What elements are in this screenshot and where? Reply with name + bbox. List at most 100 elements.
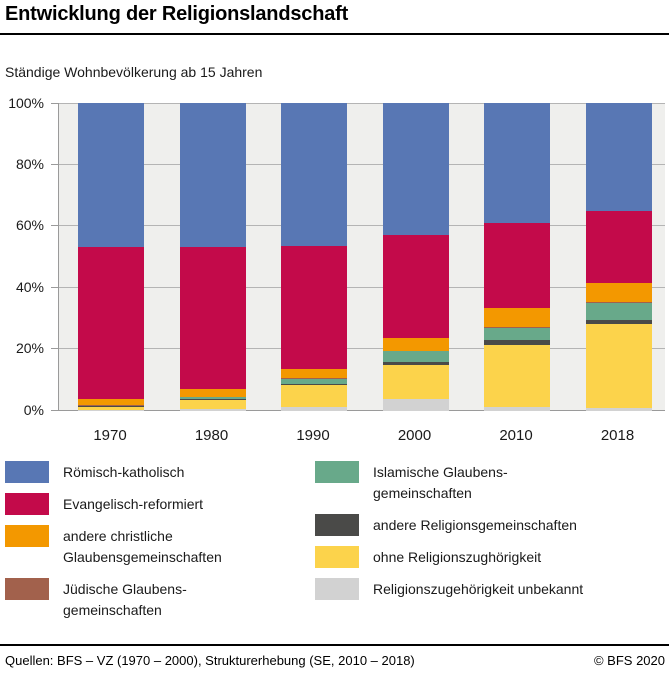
legend-label: Römisch-katholisch [63, 461, 184, 483]
x-axis-label: 1980 [194, 427, 229, 444]
bar-segment [179, 397, 246, 399]
legend-item: Religionszugehörigkeit unbekannt [315, 578, 665, 600]
y-tick [51, 164, 59, 165]
bar-segment [179, 399, 246, 409]
legend-label: Religionszugehörigkeit unbekannt [373, 578, 583, 600]
legend-label-line: Islamische Glaubens- [373, 464, 508, 480]
y-axis-label: 40% [15, 279, 44, 295]
bar-segment [179, 408, 246, 411]
bar-segment [179, 388, 246, 397]
legend-item: Evangelisch-reformiert [5, 493, 315, 515]
bar-segment [78, 406, 144, 411]
bar-segment [585, 324, 652, 409]
bar-segment [382, 399, 449, 411]
bar-segment [585, 408, 652, 411]
bar-1970 [78, 103, 144, 411]
bar-segment [484, 308, 550, 327]
gridline [59, 348, 665, 349]
plot-area [51, 103, 665, 411]
bar-segment [484, 327, 550, 341]
bar-segment [78, 410, 144, 411]
bar-segment [484, 222, 550, 309]
y-tick [51, 410, 59, 411]
legend-label-line: andere Religionsgemeinschaften [373, 517, 577, 533]
bar-segment [382, 103, 449, 236]
bar-segment [179, 396, 246, 398]
footer-copyright: © BFS 2020 [593, 653, 665, 668]
bar-segment [585, 103, 652, 211]
page-title: Entwicklung der Religionslandschaft [5, 3, 349, 25]
bar-segment [382, 338, 449, 351]
legend-label: ohne Religionszughörigkeit [373, 546, 541, 568]
y-axis-label: 20% [15, 340, 44, 356]
legend-label-line: ohne Religionszughörigkeit [373, 549, 542, 565]
x-axis: 1970 1980 1990 2000 2010 2018 [58, 419, 665, 445]
legend-label-line: andere christliche [63, 528, 173, 544]
footer: Quellen: BFS – VZ (1970 – 2000), Struktu… [5, 653, 665, 668]
bar-segment [484, 340, 550, 345]
footer-divider [0, 644, 669, 646]
bar-1980 [179, 103, 246, 411]
legend: Römisch-katholisch Evangelisch-reformiert… [5, 461, 665, 631]
gridline [59, 103, 665, 104]
bar-segment [382, 364, 449, 400]
legend-item: Römisch-katholisch [5, 461, 315, 483]
bar-segment [179, 398, 246, 400]
legend-label: andere christliche Glaubensgemeinschaften [63, 525, 222, 568]
bar-segment [484, 103, 550, 223]
bar-segment [78, 405, 144, 407]
x-axis-label: 2018 [600, 427, 635, 444]
legend-item: Jüdische Glaubens-gemeinschaften [5, 578, 315, 621]
gridline [59, 164, 665, 165]
footer-sources: Quellen: BFS – VZ (1970 – 2000), Struktu… [5, 653, 415, 668]
legend-label: Evangelisch-reformiert [63, 493, 203, 515]
x-axis-label: 1970 [93, 427, 127, 444]
legend-swatch [5, 493, 49, 515]
y-axis-label: 0% [23, 402, 44, 418]
y-tick [51, 287, 59, 288]
bar-1990 [281, 103, 347, 411]
legend-label: Islamische Glaubens-gemeinschaften [373, 461, 508, 504]
y-axis: 0% 20% 40% 60% 80% 100% [0, 95, 44, 418]
legend-item: andere christliche Glaubensgemeinschaften [5, 525, 315, 568]
bar-segment [281, 103, 347, 247]
legend-label-line: Evangelisch-reformiert [63, 496, 204, 512]
y-axis-label: 60% [15, 217, 44, 233]
bar-segment [281, 379, 347, 385]
bar-segment [382, 351, 449, 362]
bar-segment [179, 103, 246, 247]
bar-segment [484, 326, 550, 328]
bar-segment [382, 350, 449, 352]
bar-segment [78, 103, 144, 248]
bar-segment [281, 378, 347, 380]
bar-segment [382, 361, 449, 365]
y-tick [51, 348, 59, 349]
gridline [59, 287, 665, 288]
x-axis-label: 2010 [499, 427, 533, 444]
bar-segment [281, 246, 347, 370]
y-tick [51, 103, 59, 104]
legend-label-line: gemeinschaften [373, 485, 472, 501]
bar-segment [484, 406, 550, 411]
bar-segment [179, 246, 246, 389]
legend-column-left: Römisch-katholisch Evangelisch-reformiert… [5, 461, 315, 631]
legend-swatch [315, 546, 359, 568]
x-axis-label: 1990 [296, 427, 330, 444]
legend-swatch [5, 525, 49, 547]
bar-segment [585, 319, 652, 325]
bar-segment [585, 283, 652, 302]
legend-label-line: Römisch-katholisch [63, 464, 185, 480]
legend-swatch [315, 461, 359, 483]
gridline [59, 410, 665, 411]
bar-2000 [382, 103, 449, 411]
legend-label: Jüdische Glaubens-gemeinschaften [63, 578, 187, 621]
bar-segment [484, 344, 550, 407]
title-divider [0, 33, 669, 35]
legend-label: andere Religionsgemeinschaften [373, 514, 577, 536]
bar-segment [281, 406, 347, 411]
legend-column-right: Islamische Glaubens-gemeinschaften andere… [315, 461, 665, 631]
bar-2018 [585, 103, 652, 411]
bar-segment [281, 369, 347, 379]
legend-item: ohne Religionszughörigkeit [315, 546, 665, 568]
